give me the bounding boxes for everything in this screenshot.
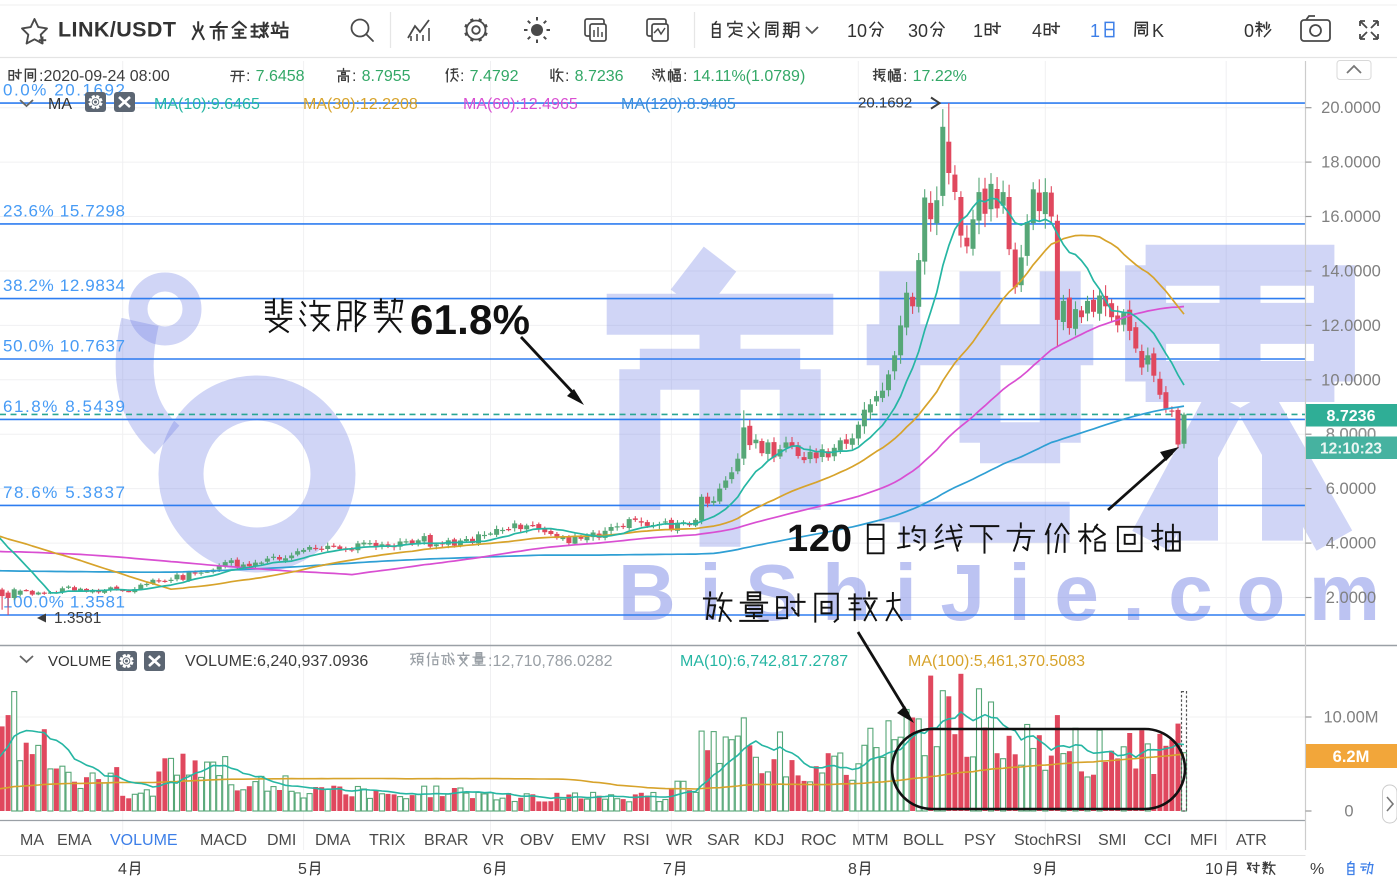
svg-text::: : <box>903 68 907 85</box>
svg-text:MA(60):12.4965: MA(60):12.4965 <box>463 96 578 113</box>
svg-text:7.4792: 7.4792 <box>470 68 519 85</box>
svg-text:%: % <box>1310 861 1324 878</box>
svg-text:8.7236: 8.7236 <box>575 68 624 85</box>
svg-text:120: 120 <box>787 518 852 560</box>
svg-text:7.6458: 7.6458 <box>256 68 305 85</box>
svg-text:MACD: MACD <box>200 832 247 849</box>
svg-text:0: 0 <box>1344 803 1353 821</box>
svg-text::: : <box>565 68 569 85</box>
svg-text:DMI: DMI <box>267 832 296 849</box>
svg-text:14.11%(1.0789): 14.11%(1.0789) <box>693 68 806 85</box>
svg-text:6: 6 <box>483 861 492 878</box>
svg-text:1: 1 <box>1090 21 1100 41</box>
svg-text:VOLUME:6,240,937.0936: VOLUME:6,240,937.0936 <box>185 653 368 670</box>
svg-text:VOLUME: VOLUME <box>48 653 111 670</box>
svg-text:30: 30 <box>908 21 928 41</box>
svg-text::: : <box>352 68 356 85</box>
svg-text:16.0000: 16.0000 <box>1321 208 1381 226</box>
svg-text:ROC: ROC <box>801 832 837 849</box>
svg-text:38.2% 12.9834: 38.2% 12.9834 <box>3 276 125 295</box>
svg-text:4: 4 <box>118 861 127 878</box>
svg-text:VOLUME: VOLUME <box>110 832 178 849</box>
svg-text:MFI: MFI <box>1190 832 1218 849</box>
svg-text:KDJ: KDJ <box>754 832 784 849</box>
svg-text:RSI: RSI <box>623 832 650 849</box>
svg-text:20.0000: 20.0000 <box>1321 99 1381 117</box>
svg-text:10: 10 <box>847 21 867 41</box>
svg-text:DMA: DMA <box>315 832 351 849</box>
svg-text:14.0000: 14.0000 <box>1321 263 1381 281</box>
svg-text:4: 4 <box>1032 21 1042 41</box>
svg-text:MA: MA <box>20 832 44 849</box>
svg-text:CCI: CCI <box>1144 832 1172 849</box>
svg-text::: : <box>683 68 687 85</box>
svg-text:50.0% 10.7637: 50.0% 10.7637 <box>3 337 125 356</box>
svg-text:BRAR: BRAR <box>424 832 468 849</box>
svg-text:ATR: ATR <box>1236 832 1267 849</box>
svg-text:61.8%: 61.8% <box>410 296 530 343</box>
svg-text:EMA: EMA <box>57 832 92 849</box>
svg-text:MA(30):12.2208: MA(30):12.2208 <box>303 96 418 113</box>
svg-text:10.0000: 10.0000 <box>1321 371 1381 389</box>
svg-text:VR: VR <box>482 832 504 849</box>
svg-text:23.6% 15.7298: 23.6% 15.7298 <box>3 201 125 220</box>
svg-text::12,710,786.0282: :12,710,786.0282 <box>488 653 613 670</box>
svg-text:PSY: PSY <box>964 832 996 849</box>
svg-text:TRIX: TRIX <box>369 832 406 849</box>
svg-text::2020-09-24 08:00: :2020-09-24 08:00 <box>39 68 170 85</box>
svg-text:8.7236: 8.7236 <box>1327 408 1376 425</box>
svg-text:8.7955: 8.7955 <box>362 68 411 85</box>
svg-text:MA: MA <box>48 96 72 113</box>
svg-text:20.1692: 20.1692 <box>858 95 912 112</box>
svg-text:EMV: EMV <box>571 832 606 849</box>
svg-text:17.22%: 17.22% <box>913 68 967 85</box>
svg-text:100.0% 1.3581: 100.0% 1.3581 <box>3 593 125 612</box>
svg-text:8: 8 <box>848 861 857 878</box>
svg-text:12.0000: 12.0000 <box>1321 317 1381 335</box>
svg-text:MA(10):6,742,817.2787: MA(10):6,742,817.2787 <box>680 653 848 670</box>
svg-text:12:10:23: 12:10:23 <box>1320 441 1382 458</box>
svg-text:K: K <box>1152 21 1164 41</box>
svg-text:18.0000: 18.0000 <box>1321 154 1381 172</box>
svg-text:SAR: SAR <box>707 832 740 849</box>
svg-text:1.3581: 1.3581 <box>54 610 101 627</box>
svg-text:10.00M: 10.00M <box>1323 709 1378 727</box>
svg-text:StochRSI: StochRSI <box>1014 832 1082 849</box>
svg-text:WR: WR <box>666 832 693 849</box>
svg-text:2.0000: 2.0000 <box>1326 589 1376 607</box>
svg-text:9: 9 <box>1033 861 1042 878</box>
svg-text:4.0000: 4.0000 <box>1326 535 1376 553</box>
svg-text:7: 7 <box>663 861 672 878</box>
svg-text:MTM: MTM <box>852 832 888 849</box>
svg-text:10: 10 <box>1205 861 1223 878</box>
svg-text:SMI: SMI <box>1098 832 1126 849</box>
svg-text:6.0000: 6.0000 <box>1326 480 1376 498</box>
svg-text:1: 1 <box>973 21 983 41</box>
svg-text:MA(10):9.6465: MA(10):9.6465 <box>154 96 260 113</box>
svg-text:LINK/USDT: LINK/USDT <box>58 18 176 42</box>
svg-text:0: 0 <box>1244 21 1254 41</box>
svg-text:5: 5 <box>298 861 307 878</box>
svg-text:BOLL: BOLL <box>903 832 944 849</box>
svg-text:OBV: OBV <box>520 832 554 849</box>
svg-text::: : <box>246 68 250 85</box>
svg-text:MA(100):5,461,370.5083: MA(100):5,461,370.5083 <box>908 653 1085 670</box>
svg-text::: : <box>460 68 464 85</box>
svg-text:MA(120):8.9405: MA(120):8.9405 <box>621 96 736 113</box>
svg-text:6.2M: 6.2M <box>1333 748 1370 766</box>
